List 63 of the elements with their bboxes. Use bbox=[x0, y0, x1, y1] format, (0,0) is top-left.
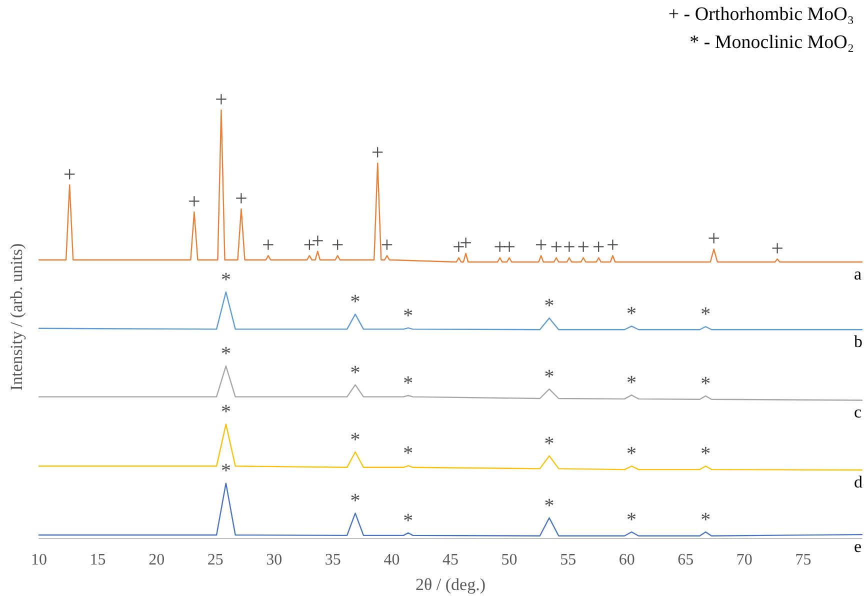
annotation: * bbox=[403, 442, 414, 465]
x-tick-label: 65 bbox=[678, 552, 694, 568]
annotation: * bbox=[403, 304, 414, 327]
x-tick-label: 35 bbox=[324, 552, 341, 568]
x-tick-label: 10 bbox=[31, 552, 47, 568]
x-tick-label: 50 bbox=[501, 552, 518, 568]
annotation: * bbox=[350, 291, 360, 314]
annotation: * bbox=[626, 443, 637, 466]
text: + - Orthorhombic MoO₃ bbox=[668, 4, 854, 25]
x-tick-label: 30 bbox=[266, 552, 282, 568]
series-label: d bbox=[854, 472, 863, 492]
annotation: * bbox=[544, 494, 554, 517]
x-tick-label: 25 bbox=[207, 552, 224, 568]
annotation: * bbox=[544, 432, 554, 455]
x-tick-label: 15 bbox=[90, 552, 106, 568]
annotation: * bbox=[626, 509, 637, 532]
annotation: + bbox=[262, 232, 274, 258]
annotation: * bbox=[700, 304, 711, 326]
annotation: * bbox=[700, 372, 711, 395]
annotation: + bbox=[235, 185, 248, 210]
annotation: * bbox=[626, 372, 637, 394]
annotation: + bbox=[563, 234, 576, 260]
x-axis-title: 2θ / (deg.) bbox=[416, 575, 486, 594]
annotation: * bbox=[350, 490, 360, 512]
annotation: + bbox=[708, 226, 720, 251]
annotation: + bbox=[380, 232, 394, 258]
annotation: + bbox=[606, 232, 619, 258]
annotation: * bbox=[544, 295, 554, 318]
x-tick-label: 40 bbox=[384, 552, 400, 568]
annotation: + bbox=[592, 234, 605, 260]
annotation: * bbox=[350, 362, 360, 384]
annotation: + bbox=[371, 140, 384, 165]
annotation: * bbox=[220, 401, 231, 424]
annotation: * bbox=[220, 460, 231, 482]
annotation: * bbox=[220, 342, 231, 365]
annotation: + bbox=[331, 232, 344, 258]
annotation: + bbox=[188, 188, 200, 214]
annotation: * bbox=[700, 443, 711, 466]
text: * - Monoclinic MoO₂ bbox=[690, 32, 854, 53]
x-tick-label: 75 bbox=[795, 552, 812, 568]
annotation: * bbox=[220, 268, 231, 291]
annotation: + bbox=[771, 236, 784, 261]
x-tick-label: 60 bbox=[618, 552, 635, 568]
annotation: * bbox=[626, 303, 637, 326]
x-tick-label: 70 bbox=[736, 552, 752, 568]
annotation: + bbox=[577, 234, 590, 260]
annotation: * bbox=[403, 510, 414, 532]
series-label: a bbox=[854, 264, 862, 284]
annotation: * bbox=[403, 372, 414, 395]
annotation: * bbox=[350, 428, 360, 451]
x-tick-label: 55 bbox=[560, 552, 576, 568]
annotation: + bbox=[534, 232, 548, 258]
series-label: e bbox=[854, 537, 862, 556]
annotation: + bbox=[63, 162, 76, 186]
series-label: c bbox=[854, 402, 862, 422]
annotation: * bbox=[544, 366, 554, 388]
annotation: + bbox=[550, 234, 563, 260]
annotation: * bbox=[700, 509, 711, 532]
annotation: + bbox=[215, 86, 228, 112]
x-tick-label: 45 bbox=[442, 552, 458, 568]
x-tick-label: 20 bbox=[148, 552, 165, 568]
series-label: b bbox=[854, 332, 862, 352]
y-axis-title: Intensity / (arb. units) bbox=[7, 243, 26, 391]
